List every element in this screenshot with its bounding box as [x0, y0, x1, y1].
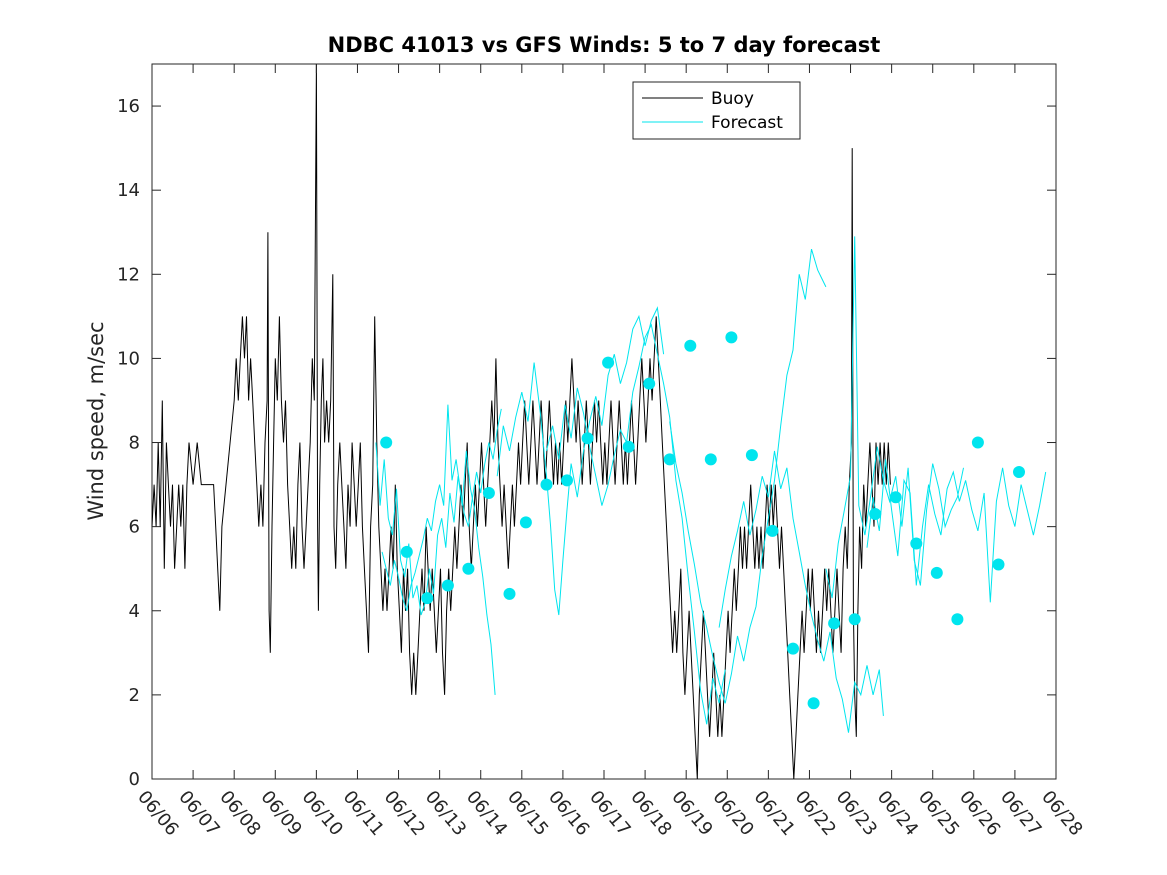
forecast-marker-31 [992, 558, 1005, 571]
forecast-series-line-1 [375, 442, 496, 695]
forecast-marker-5 [462, 562, 475, 575]
x-tick-label: 06/19 [667, 787, 716, 840]
legend: Buoy Forecast [632, 81, 801, 140]
y-tick-label: 12 [117, 264, 140, 285]
forecast-marker-9 [540, 478, 553, 491]
forecast-marker-17 [704, 453, 717, 466]
forecast-marker-11 [581, 432, 594, 445]
forecast-marker-14 [643, 377, 656, 390]
forecast-marker-32 [1013, 466, 1025, 478]
forecast-marker-15 [663, 453, 676, 466]
forecast-series-line-4 [546, 323, 726, 725]
x-tick-label: 06/10 [298, 787, 347, 840]
forecast-marker-16 [684, 339, 697, 352]
x-tick-label: 06/12 [380, 787, 429, 840]
x-tick-label: 06/14 [462, 787, 511, 840]
forecast-marker-30 [971, 436, 984, 449]
x-tick-label: 06/23 [832, 787, 881, 840]
x-tick-label: 06/09 [256, 787, 305, 840]
forecast-marker-19 [745, 449, 758, 462]
forecast-marker-13 [622, 440, 635, 453]
forecast-marker-10 [561, 474, 573, 487]
forecast-series-line-7 [825, 236, 964, 599]
forecast-marker-27 [910, 537, 923, 550]
legend-buoy-label: Buoy [711, 89, 754, 109]
chart-title: NDBC 41013 vs GFS Winds: 5 to 7 day fore… [328, 33, 881, 57]
y-tick-label: 0 [129, 769, 140, 790]
x-tick-label: 06/16 [544, 787, 593, 840]
forecast-series-line-8 [866, 459, 1047, 603]
series-layer [151, 63, 1047, 780]
x-tick-label: 06/06 [133, 787, 182, 840]
forecast-marker-26 [889, 491, 902, 504]
y-tick-label: 16 [117, 96, 140, 117]
legend-forecast-label: Forecast [711, 113, 783, 133]
forecast-marker-4 [441, 579, 454, 592]
x-tick-label: 06/17 [585, 787, 634, 840]
x-tick-label: 06/26 [955, 787, 1004, 840]
forecast-marker-29 [951, 613, 964, 626]
legend-box [632, 81, 801, 140]
forecast-marker-24 [848, 613, 861, 626]
forecast-series-line-6 [718, 450, 884, 733]
x-tick-label: 06/13 [421, 787, 470, 840]
y-tick-label: 8 [129, 433, 140, 454]
forecast-marker-22 [807, 697, 820, 710]
forecast-series-line-3 [496, 306, 665, 616]
y-tick-label: 14 [117, 180, 140, 201]
y-axis-label: Wind speed, m/sec [84, 321, 108, 520]
forecast-series-line-5 [669, 248, 827, 704]
x-tick-label: 06/18 [626, 787, 675, 840]
forecast-marker-8 [519, 516, 532, 529]
forecast-marker-28 [930, 566, 943, 579]
x-tick-label: 06/07 [174, 787, 223, 840]
forecast-marker-2 [400, 545, 413, 558]
x-tick-label: 06/22 [791, 787, 840, 840]
x-tick-label: 06/20 [708, 787, 757, 840]
forecast-series-line-2 [381, 404, 502, 611]
forecast-marker-6 [482, 487, 495, 499]
x-tick-label: 06/11 [339, 787, 388, 840]
forecast-marker-7 [503, 587, 516, 600]
buoy-series-line [151, 63, 891, 780]
forecast-marker-12 [602, 356, 615, 369]
x-tick-label: 06/21 [750, 787, 799, 840]
y-tick-label: 6 [129, 517, 140, 538]
x-tick-label: 06/27 [996, 787, 1045, 840]
x-tick-label: 06/25 [914, 787, 963, 840]
forecast-marker-1 [380, 436, 393, 449]
x-tick-label: 06/08 [215, 787, 264, 840]
x-tick-label: 06/24 [873, 787, 922, 840]
forecast-marker-25 [869, 508, 882, 520]
y-tick-label: 2 [129, 685, 140, 706]
y-tick-label: 10 [117, 348, 140, 369]
forecast-marker-23 [828, 617, 841, 630]
forecast-marker-20 [766, 524, 779, 537]
forecast-marker-3 [421, 592, 434, 605]
forecast-marker-18 [725, 331, 738, 344]
forecast-marker-21 [787, 642, 799, 655]
x-tick-label: 06/15 [503, 787, 552, 840]
x-tick-label: 06/28 [1037, 787, 1086, 840]
y-tick-label: 4 [129, 601, 140, 622]
plot-area [151, 63, 1057, 780]
